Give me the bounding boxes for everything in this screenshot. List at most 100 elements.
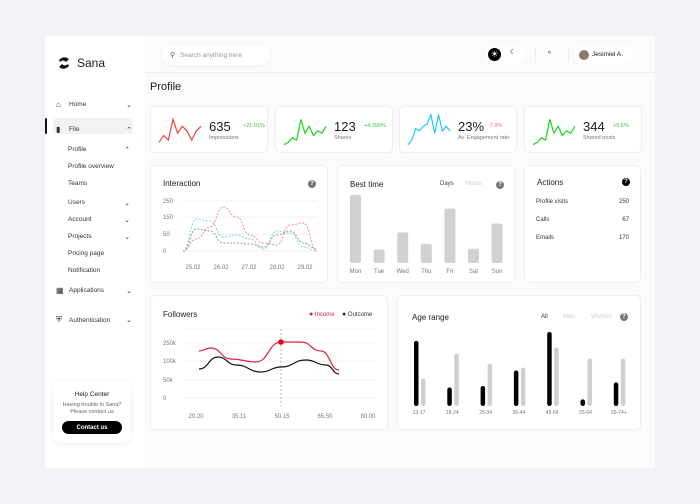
action-label: Calls [536, 217, 550, 223]
stat-value: 635 [209, 119, 231, 134]
chevron-down-icon: ⌄ [124, 216, 130, 224]
y-tick-label: 50 [163, 232, 170, 238]
sidebar-item-label: Applications [69, 287, 105, 294]
sidebar-item-label: Teams [68, 180, 88, 187]
contact-us-button[interactable]: Contact us [62, 421, 122, 434]
sidebar-item-projects[interactable]: Projects ⌄ [68, 233, 130, 241]
sidebar-item-home[interactable]: ⌂ Home ⌄ [56, 100, 132, 109]
sidebar-item-label: Profile [68, 146, 87, 153]
app-window: Sana ⌂ Home ⌄ ▮ File ⌃ Profile ⌃ Profile overvie… [45, 36, 655, 468]
tab-days[interactable]: Days [440, 181, 454, 187]
secondary-bar-55-64 [587, 358, 592, 406]
sparkline [158, 117, 202, 143]
stat-change: +5.6% [613, 123, 629, 129]
help-icon[interactable]: ? [308, 180, 316, 188]
search-icon: ⚲ [170, 52, 176, 59]
sidebar-item-authentication[interactable]: ⛨ Authentication ⌄ [56, 315, 132, 325]
sidebar-item-teams[interactable]: Teams [68, 180, 130, 187]
user-menu[interactable]: Jesimiel A. [575, 45, 633, 64]
x-tick-label: 13-17 [413, 410, 426, 416]
interaction-card: Interaction ? 250 150 50 0 25.02 26.02 27.02 28… [150, 165, 328, 283]
sidebar-item-profile-overview[interactable]: Profile overview [68, 163, 130, 170]
stat-change: +4.399% [364, 123, 386, 129]
page-title: Profile [150, 81, 182, 93]
tab-all[interactable]: All [541, 314, 548, 320]
tab-hours[interactable]: Hours [466, 181, 483, 187]
help-title: Help Center [74, 391, 110, 398]
secondary-bar-18-24 [454, 353, 459, 406]
tab-women[interactable]: Women [591, 314, 612, 320]
outcome-line [198, 356, 340, 375]
shield-icon: ⛨ [56, 315, 62, 324]
x-tick-label: 50.15 [274, 414, 290, 420]
x-tick-label: 65-74+ [611, 410, 627, 416]
user-name: Jesimiel A. [592, 51, 624, 58]
help-icon[interactable]: ? [620, 313, 628, 321]
primary-bar-45-54 [547, 332, 552, 406]
sidebar-item-notification[interactable]: Notification [68, 267, 130, 274]
y-tick-label: 250 [163, 199, 174, 205]
stat-change: +21.01% [243, 123, 265, 129]
card-title: Actions [537, 178, 564, 187]
moon-icon[interactable]: ☾ [510, 49, 517, 56]
y-tick-label: 250k [163, 341, 177, 347]
help-icon[interactable]: ? [496, 181, 504, 189]
applications-icon: ▦ [56, 286, 64, 295]
theme-toggle[interactable]: ☀ ☾ [485, 45, 525, 64]
age-range-card: Age range All Men Women ? 13-17 18-24 25-3… [397, 295, 641, 430]
card-title: Interaction [163, 179, 201, 188]
sidebar-item-applications[interactable]: ▦ Applications ⌄ [56, 286, 132, 295]
tab-men[interactable]: Men [563, 314, 575, 320]
secondary-bar-25-34 [487, 363, 493, 406]
bar-wed [397, 232, 409, 263]
chevron-down-icon: ⌄ [124, 233, 130, 241]
help-icon[interactable]: ? [622, 178, 630, 186]
series-line [182, 228, 318, 252]
bell-icon[interactable]: ⚬ [546, 48, 553, 57]
sidebar-item-profile[interactable]: Profile ⌃ [68, 146, 130, 154]
help-text: Having trouble in Sana? Please contact us [62, 402, 122, 415]
sparkline [407, 112, 451, 146]
legend-income: ● Income [309, 311, 335, 318]
sparkline-line [407, 112, 451, 146]
logo: Sana [57, 56, 105, 70]
y-tick-label: 0 [163, 249, 167, 255]
sidebar-item-file[interactable]: ▮ File ⌃ [56, 125, 132, 134]
search-input[interactable]: ⚲ Search anything here [162, 45, 270, 65]
followers-card: Followers ● Income ● Outcome 250k 100k 50k… [150, 295, 388, 430]
sidebar-item-account[interactable]: Account ⌄ [68, 216, 130, 224]
card-title: Age range [412, 313, 449, 322]
secondary-bar-35-44 [520, 367, 526, 406]
series-line [182, 206, 318, 252]
bar-thu [420, 243, 432, 263]
income-line [198, 341, 340, 371]
card-title: Followers [163, 310, 198, 319]
chevron-up-icon: ⌃ [124, 146, 130, 154]
interaction-chart: 250 150 50 0 25.02 26.02 27.02 28.02 29.02 [163, 199, 318, 271]
chevron-down-icon: ⌄ [126, 287, 132, 295]
primary-bar-25-34 [480, 386, 486, 406]
sidebar-item-label: Authentication [69, 316, 111, 324]
sidebar-item-pricing-page[interactable]: Pricing page [68, 250, 130, 257]
sun-icon[interactable]: ☀ [488, 48, 501, 61]
secondary-bar-45-54 [554, 347, 559, 406]
x-tick-label: 55-64 [579, 410, 592, 416]
sidebar-item-users[interactable]: Users ⌄ [68, 199, 130, 207]
best-time-chart: Mon Tue Wed Thu Fri Sat Sun [350, 195, 503, 275]
sidebar-item-label: Pricing page [68, 250, 105, 257]
card-title: Best time [350, 180, 384, 189]
x-tick-label: 29.02 [297, 265, 313, 271]
x-tick-label: 45-54 [546, 410, 559, 416]
y-tick-label: 0 [163, 396, 167, 402]
file-highlight [53, 118, 133, 134]
stat-change: -7.9% [488, 123, 503, 129]
x-tick-label: Fri [446, 269, 453, 275]
x-tick-label: 25.02 [185, 265, 201, 271]
y-tick-label: 150 [163, 215, 174, 221]
x-tick-label: Sat [469, 269, 478, 275]
primary-bar-18-24 [447, 387, 452, 406]
x-tick-label: Sun [492, 269, 503, 275]
x-tick-label: Mon [350, 269, 362, 275]
bar-fri [444, 208, 456, 263]
stat-value: 123 [334, 119, 356, 134]
